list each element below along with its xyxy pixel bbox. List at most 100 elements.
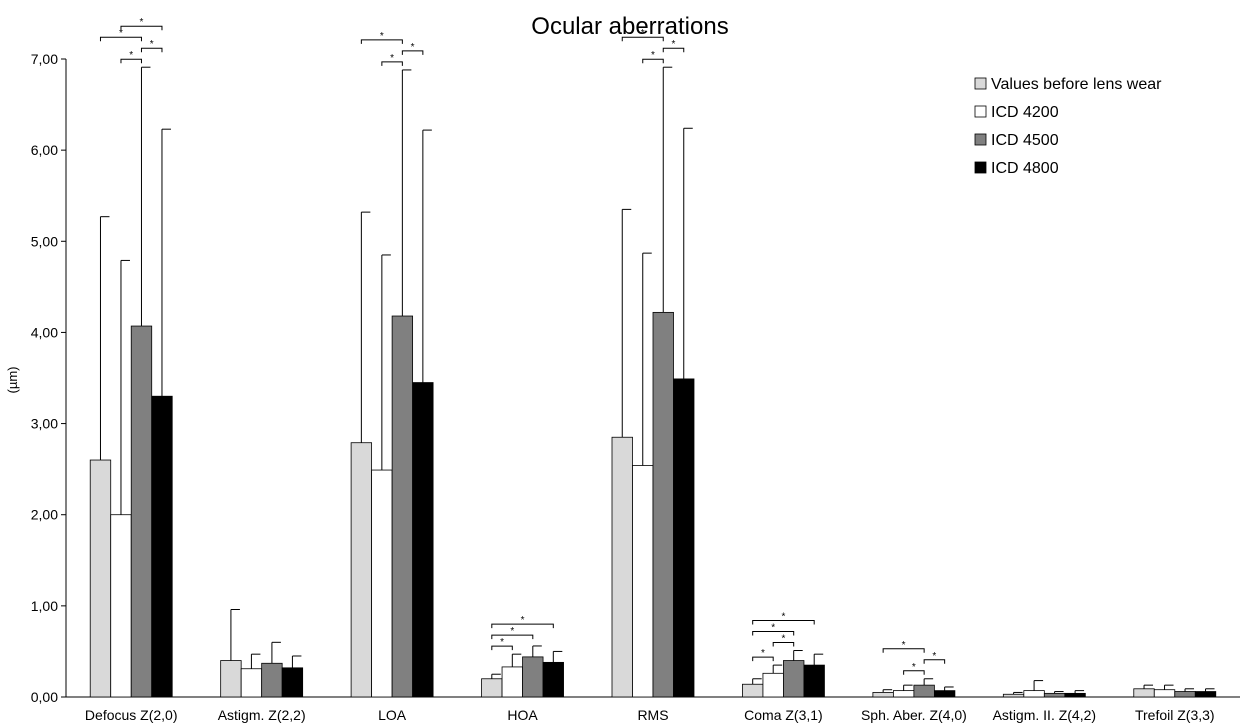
significance-mark: * <box>380 31 384 42</box>
legend-label: ICD 4200 <box>991 104 1059 121</box>
bar <box>371 469 393 698</box>
legend-label: Values before lens wear <box>991 76 1162 93</box>
bar <box>1133 688 1155 698</box>
bar <box>742 683 764 698</box>
significance-bracket <box>381 61 403 66</box>
significance-bracket <box>140 47 163 53</box>
significance-mark: * <box>150 39 154 50</box>
y-tick-label: 2,00 <box>31 507 58 523</box>
bar <box>391 315 414 698</box>
axes: 0,00 1,00 2,00 3,00 4,00 5,00 6,00 7,00 Defocus … <box>31 51 1240 723</box>
bar <box>1043 692 1066 698</box>
significance-bracket <box>642 58 664 64</box>
significance-bracket <box>99 36 142 42</box>
bar <box>220 660 242 698</box>
bar <box>110 514 132 698</box>
x-tick-label: LOA <box>378 707 407 723</box>
bar <box>652 311 674 698</box>
bar <box>1194 691 1217 698</box>
bar <box>1174 691 1196 698</box>
significance-brackets: * * * * * * * * * * * * * * * * * * * * <box>99 17 946 675</box>
significance-bracket <box>491 645 513 651</box>
legend-swatch <box>974 133 987 146</box>
legend-swatch <box>974 105 987 118</box>
bar <box>933 690 956 698</box>
bar <box>803 664 825 698</box>
y-tick-label: 3,00 <box>31 416 58 432</box>
bar <box>872 692 894 698</box>
y-tick-label: 1,00 <box>31 598 58 614</box>
bars <box>89 66 1217 698</box>
bar <box>1023 690 1045 698</box>
significance-mark: * <box>761 648 765 659</box>
bar <box>1064 692 1086 698</box>
x-tick-label: Coma Z(3,1) <box>744 707 823 723</box>
significance-mark: * <box>781 612 785 623</box>
bar <box>1002 693 1025 698</box>
bar <box>281 667 304 698</box>
significance-bracket <box>752 620 815 625</box>
bar <box>783 660 805 698</box>
significance-mark: * <box>641 28 645 39</box>
x-tick-label: HOA <box>507 707 538 723</box>
y-tick-label: 7,00 <box>31 51 58 67</box>
legend: Values before lens wear ICD 4200 ICD 4500 I… <box>974 76 1162 177</box>
significance-mark: * <box>521 615 525 626</box>
x-tick-label: Defocus Z(2,0) <box>85 707 178 723</box>
bar <box>762 672 784 698</box>
significance-bracket <box>491 634 534 640</box>
bar <box>913 684 935 698</box>
bar <box>892 690 915 698</box>
bar <box>522 656 544 698</box>
significance-mark: * <box>129 50 133 61</box>
bar <box>632 465 654 698</box>
significance-mark: * <box>781 634 785 645</box>
significance-mark: * <box>140 17 144 28</box>
bar <box>481 678 503 698</box>
significance-mark: * <box>390 53 394 64</box>
significance-mark: * <box>912 662 916 673</box>
bar <box>673 378 695 698</box>
x-tick-label: Sph. Aber. Z(4,0) <box>861 707 967 723</box>
significance-bracket <box>120 25 163 31</box>
bar <box>89 459 112 698</box>
significance-mark: * <box>411 42 415 53</box>
x-tick-label: Trefoil Z(3,3) <box>1135 707 1215 723</box>
significance-bracket <box>120 58 142 64</box>
significance-mark: * <box>651 50 655 61</box>
legend-swatch <box>974 161 987 174</box>
significance-bracket <box>923 659 946 664</box>
bar <box>350 442 373 698</box>
significance-mark: * <box>510 626 514 637</box>
significance-bracket <box>662 47 685 53</box>
significance-bracket <box>491 623 554 629</box>
bar <box>412 382 434 698</box>
bar <box>1153 689 1176 698</box>
y-tick-label: 6,00 <box>31 142 58 158</box>
significance-bracket <box>752 656 774 662</box>
significance-bracket <box>401 50 424 55</box>
significance-mark: * <box>932 651 936 662</box>
legend-label: ICD 4500 <box>991 132 1059 149</box>
bar <box>261 662 283 698</box>
bar <box>130 325 153 698</box>
x-tick-label: RMS <box>637 707 668 723</box>
bar <box>542 661 564 698</box>
chart-title: Ocular aberrations <box>531 13 728 40</box>
bar <box>611 436 633 698</box>
bar <box>151 395 173 698</box>
significance-bracket <box>752 631 795 636</box>
significance-mark: * <box>500 637 504 648</box>
significance-bracket <box>621 36 664 42</box>
y-tick-label: 5,00 <box>31 233 58 249</box>
y-tick-label: 0,00 <box>31 689 58 705</box>
significance-bracket <box>772 642 795 647</box>
significance-mark: * <box>672 39 676 50</box>
significance-mark: * <box>902 640 906 651</box>
y-tick-label: 4,00 <box>31 324 58 340</box>
legend-label: ICD 4800 <box>991 160 1059 177</box>
significance-bracket <box>903 670 925 675</box>
bar <box>501 666 523 698</box>
significance-mark: * <box>771 623 775 634</box>
